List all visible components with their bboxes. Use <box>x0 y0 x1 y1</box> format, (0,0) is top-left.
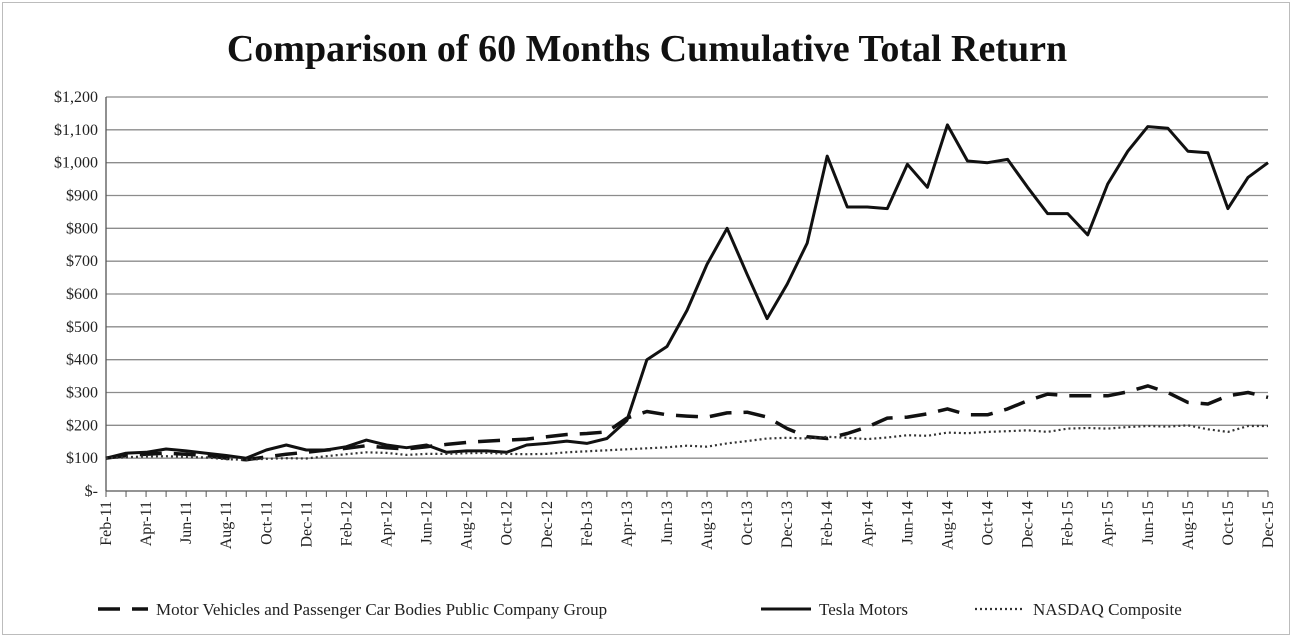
x-tick-label: Dec-12 <box>539 501 556 548</box>
x-tick-label: Aug-13 <box>699 501 716 550</box>
legend-label-1: Tesla Motors <box>819 600 908 619</box>
x-tick-label: Oct-15 <box>1220 501 1237 545</box>
x-tick-label: Dec-13 <box>779 501 796 548</box>
y-tick-label: $200 <box>66 417 98 434</box>
y-tick-label: $1,000 <box>54 155 98 172</box>
series-line-0 <box>105 384 1269 462</box>
x-tick-label: Jun-15 <box>1140 501 1157 545</box>
y-tick-label: $600 <box>66 286 98 303</box>
legend: Motor Vehicles and Passenger Car Bodies … <box>98 600 1182 619</box>
y-tick-label: $800 <box>66 220 98 237</box>
x-tick-label: Apr-11 <box>138 501 155 546</box>
x-tick-label: Apr-15 <box>1100 501 1117 547</box>
x-tick-label: Oct-14 <box>980 501 997 545</box>
x-tick-label: Feb-14 <box>819 501 836 546</box>
y-tick-label: $400 <box>66 352 98 369</box>
x-tick-label: Aug-12 <box>459 501 476 550</box>
x-tick-label: Apr-12 <box>378 501 395 547</box>
x-tick-label: Dec-15 <box>1260 501 1277 548</box>
y-tick-label: $- <box>85 483 98 500</box>
legend-label-2: NASDAQ Composite <box>1033 600 1182 619</box>
x-tick-label: Aug-14 <box>939 501 956 550</box>
y-tick-label: $100 <box>66 450 98 467</box>
x-tick-label: Oct-12 <box>499 501 516 545</box>
series-line-1 <box>105 123 1269 460</box>
x-tick-label: Feb-12 <box>338 501 355 546</box>
x-tick-label: Feb-13 <box>579 501 596 546</box>
y-tick-label: $300 <box>66 385 98 402</box>
x-tick-label: Feb-11 <box>98 501 115 546</box>
x-tick-label: Oct-13 <box>739 501 756 545</box>
y-axis-ticks: $- $100 $200 $300 $400 $500 $600 $700 $800 $900 $1… <box>54 89 98 500</box>
series-line-2 <box>105 424 1268 461</box>
y-tick-label: $700 <box>66 253 98 270</box>
legend-label-0: Motor Vehicles and Passenger Car Bodies … <box>156 600 607 619</box>
series-lines <box>105 123 1269 462</box>
x-tick-label: Jun-13 <box>659 501 676 545</box>
x-axis-ticks: Feb-11 Apr-11 Jun-11 Aug-11 Oct-11 Dec-11 Feb-… <box>98 501 1277 550</box>
x-tick-label: Jun-14 <box>899 501 916 545</box>
y-tick-label: $1,200 <box>54 89 98 106</box>
line-chart: Comparison of 60 Months Cumulative Total… <box>54 28 1277 619</box>
x-tick-label: Aug-15 <box>1180 501 1197 550</box>
chart-title: Comparison of 60 Months Cumulative Total… <box>227 28 1067 70</box>
x-tick-label: Apr-13 <box>619 501 636 547</box>
y-tick-label: $500 <box>66 319 98 336</box>
axes <box>105 97 1269 497</box>
gridlines <box>106 96 1268 459</box>
y-tick-label: $1,100 <box>54 122 98 139</box>
y-tick-label: $900 <box>66 188 98 205</box>
x-tick-label: Dec-11 <box>298 501 315 548</box>
x-tick-label: Dec-14 <box>1020 501 1037 548</box>
x-tick-label: Apr-14 <box>859 501 876 547</box>
x-tick-label: Feb-15 <box>1060 501 1077 546</box>
x-tick-label: Jun-11 <box>178 501 195 544</box>
x-tick-label: Jun-12 <box>419 501 436 545</box>
x-tick-label: Aug-11 <box>218 501 235 549</box>
x-tick-label: Oct-11 <box>258 501 275 545</box>
